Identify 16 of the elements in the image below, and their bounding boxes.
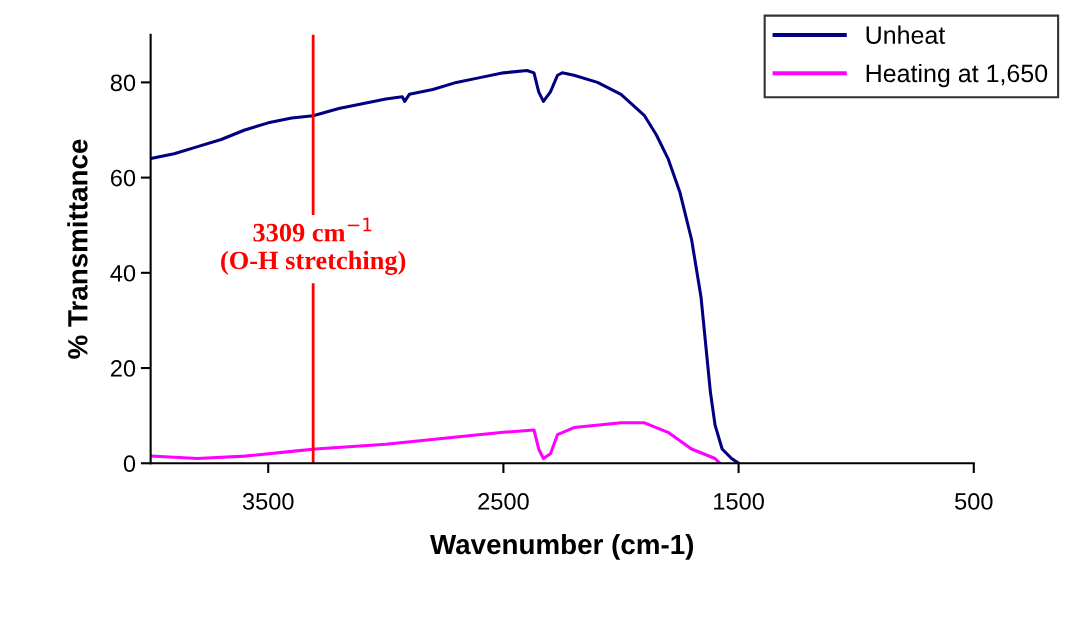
y-tick-label: 80 bbox=[110, 74, 136, 92]
x-tick-label: 1500 bbox=[714, 493, 764, 510]
x-axis-title: Wavenumber (cm-1) bbox=[430, 533, 694, 560]
line-series bbox=[150, 68, 741, 464]
x-tick-label: 2500 bbox=[478, 493, 529, 510]
x-tick-label: 3500 bbox=[242, 493, 294, 510]
y-axis-title: % Transmittance bbox=[67, 139, 88, 359]
y-tick-label: 20 bbox=[110, 360, 136, 377]
legend-label: Unheat bbox=[866, 25, 946, 44]
legend-label: Heating at 1,650 bbox=[866, 63, 1048, 88]
y-tick-label: 40 bbox=[110, 264, 136, 282]
x-tick-label: 500 bbox=[955, 493, 993, 510]
line-series bbox=[150, 421, 722, 464]
y-tick-label: 60 bbox=[111, 169, 136, 187]
ref-line-label: 3309 cm$^{−1}$ (O-H stretching) bbox=[221, 217, 406, 275]
y-tick-label: 0 bbox=[123, 455, 136, 473]
